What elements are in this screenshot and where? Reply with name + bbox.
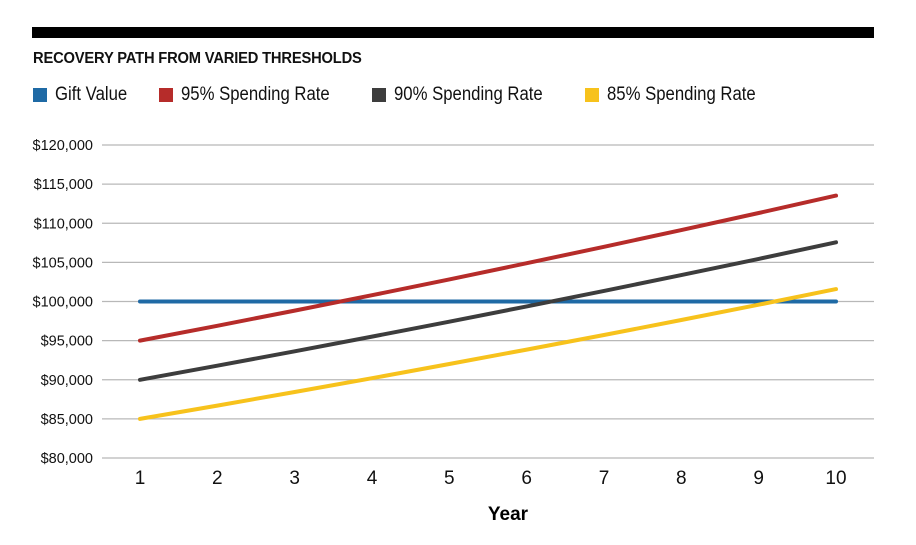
y-tick-label: $95,000: [41, 334, 93, 350]
legend-label: 95% Spending Rate: [181, 84, 330, 105]
x-tick-label: 10: [825, 468, 846, 489]
x-tick-label: 2: [212, 468, 223, 489]
legend-item-90-spending-rate[interactable]: 90% Spending Rate: [372, 84, 563, 106]
legend-swatch-85-spending-rate: [585, 88, 600, 102]
y-tick-label: $110,000: [34, 216, 93, 232]
legend-swatch-90-spending-rate: [372, 88, 387, 102]
series-line-90-spending-rate: [138, 240, 838, 382]
x-tick-label: 5: [444, 468, 455, 489]
series-line-95-spending-rate: [138, 193, 838, 343]
y-tick-label: $120,000: [33, 138, 93, 154]
x-axis-label: Year: [488, 504, 529, 525]
y-tick-label: $80,000: [41, 451, 93, 467]
legend-swatch-95-spending-rate: [159, 88, 174, 102]
legend-swatch-gift-value: [33, 88, 47, 102]
y-axis-ticks: $80,000 $85,000 $90,000 $95,000 $100,000 $105…: [33, 138, 93, 467]
y-tick-label: $115,000: [34, 177, 93, 193]
x-tick-label: 8: [676, 468, 687, 489]
legend-label: 85% Spending Rate: [607, 84, 756, 105]
y-tick-label: $90,000: [41, 373, 93, 389]
legend-label: 90% Spending Rate: [394, 84, 543, 105]
x-axis-ticks: 1 2 3 4 5 6 7 8 9 10: [135, 468, 847, 489]
chart-title: RECOVERY PATH FROM VARIED THRESHOLDS: [33, 50, 362, 67]
legend: Gift Value 95% Spending Rate 90% Spendin…: [33, 84, 798, 106]
x-tick-label: 4: [367, 468, 378, 489]
x-tick-label: 3: [289, 468, 300, 489]
y-tick-label: $100,000: [33, 295, 93, 311]
legend-item-95-spending-rate[interactable]: 95% Spending Rate: [159, 84, 350, 106]
x-tick-label: 6: [521, 468, 532, 489]
header-rule: [32, 27, 874, 38]
legend-item-85-spending-rate[interactable]: 85% Spending Rate: [585, 84, 776, 106]
series-lines: [138, 193, 838, 421]
legend-item-gift-value[interactable]: Gift Value: [33, 84, 137, 106]
series-line-85-spending-rate: [138, 287, 838, 421]
y-tick-label: $105,000: [33, 255, 93, 271]
y-tick-label: $85,000: [41, 412, 93, 428]
x-tick-label: 7: [599, 468, 610, 489]
x-tick-label: 1: [135, 468, 146, 489]
legend-label: Gift Value: [55, 84, 128, 105]
x-tick-label: 9: [753, 468, 764, 489]
